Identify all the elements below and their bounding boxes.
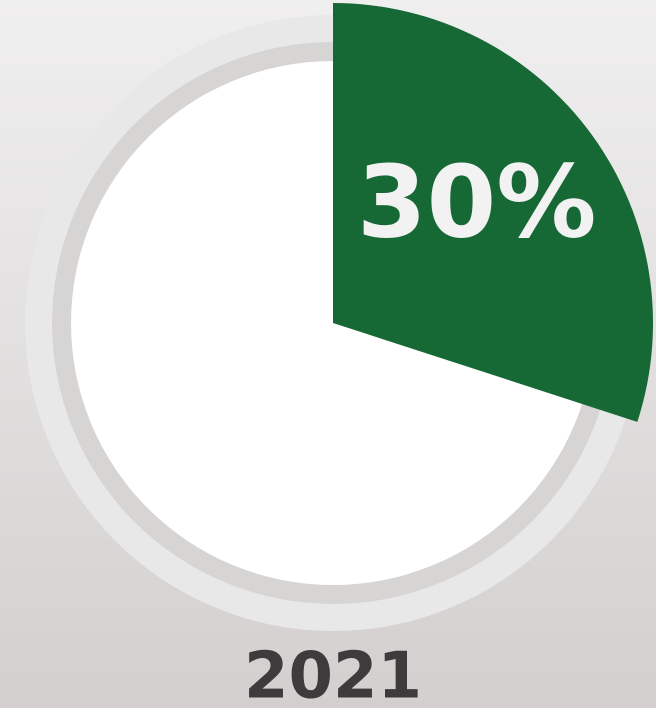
slices [333,3,653,422]
category-label: 2021 [244,640,422,708]
pie-slice [333,3,653,422]
slice-label: 30% [357,144,596,261]
